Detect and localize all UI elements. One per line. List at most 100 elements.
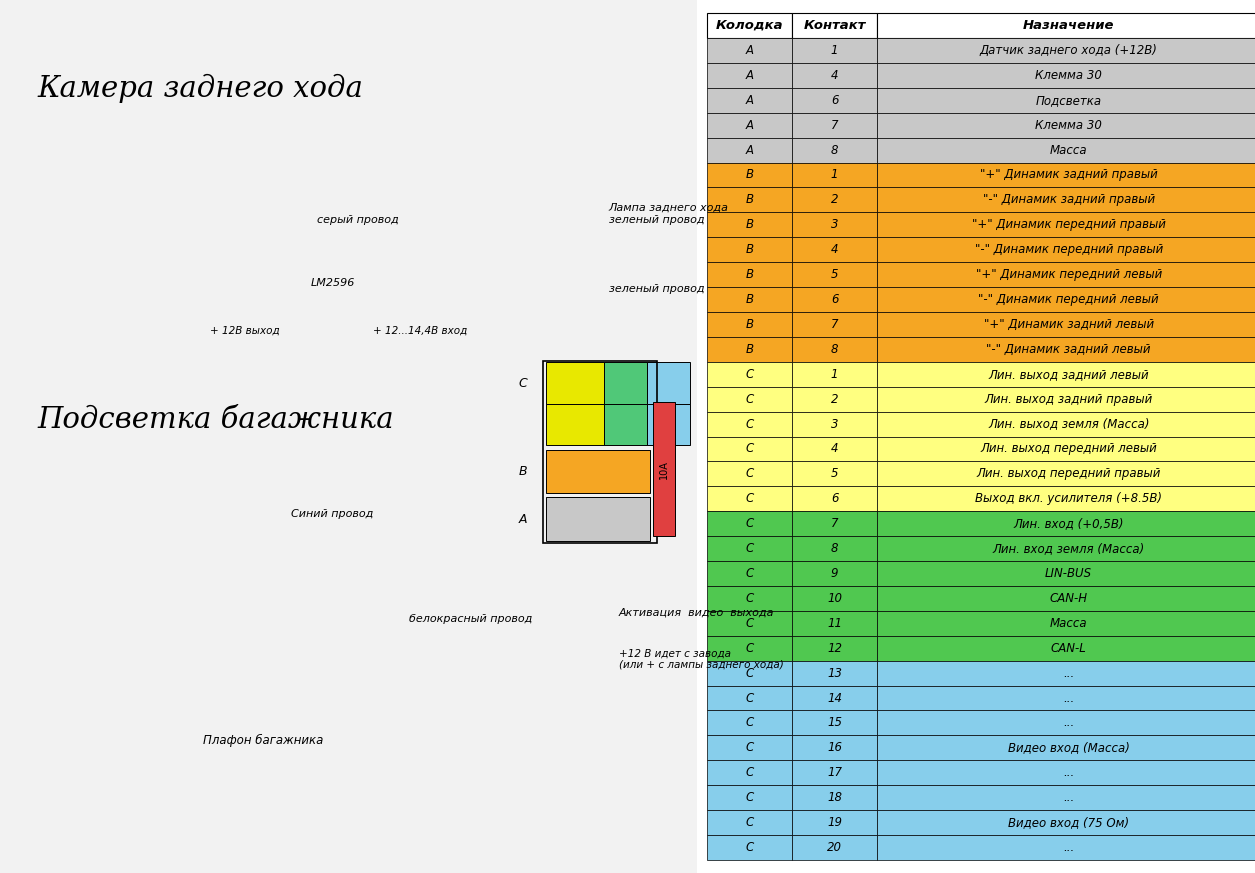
Text: Лин. выход задний левый: Лин. выход задний левый <box>989 368 1148 381</box>
Text: 16: 16 <box>827 741 842 754</box>
Bar <box>877 810 1255 835</box>
Bar <box>792 611 877 636</box>
Bar <box>792 835 877 860</box>
Bar <box>707 387 792 411</box>
Text: A: A <box>745 93 753 107</box>
Bar <box>707 436 792 462</box>
Text: Контакт: Контакт <box>803 19 866 32</box>
Text: 1: 1 <box>831 368 838 381</box>
Bar <box>604 362 648 403</box>
Bar <box>546 403 604 445</box>
Bar <box>792 760 877 785</box>
Bar <box>707 611 792 636</box>
Text: 2: 2 <box>831 194 838 206</box>
Bar <box>792 361 877 387</box>
Text: 1: 1 <box>831 44 838 57</box>
Bar <box>707 287 792 312</box>
Text: C: C <box>745 542 753 555</box>
Text: "-" Динамик передний левый: "-" Динамик передний левый <box>979 293 1158 306</box>
Text: ...: ... <box>1063 717 1074 730</box>
Bar <box>877 512 1255 536</box>
Text: 4: 4 <box>831 69 838 82</box>
Text: ...: ... <box>1063 667 1074 679</box>
Text: "-" Динамик передний правый: "-" Динамик передний правый <box>974 244 1162 256</box>
Bar <box>877 38 1255 63</box>
Bar <box>792 512 877 536</box>
Text: + 12...14,4В вход: + 12...14,4В вход <box>373 326 468 335</box>
Text: C: C <box>745 766 753 780</box>
Text: Лин. выход задний правый: Лин. выход задний правый <box>984 393 1153 406</box>
Text: B: B <box>745 268 753 281</box>
Text: +12 В идет с завода
(или + с лампы заднего хода): +12 В идет с завода (или + с лампы задне… <box>619 649 783 670</box>
Bar <box>792 63 877 88</box>
Text: C: C <box>745 443 753 456</box>
Bar <box>707 760 792 785</box>
Text: серый провод: серый провод <box>316 215 399 224</box>
Text: "+" Динамик задний левый: "+" Динамик задний левый <box>984 318 1153 331</box>
Bar <box>877 685 1255 711</box>
Text: 8: 8 <box>831 542 838 555</box>
Bar <box>792 436 877 462</box>
Text: ...: ... <box>1063 791 1074 804</box>
Bar <box>877 661 1255 685</box>
Text: Синий провод: Синий провод <box>291 509 374 519</box>
Bar <box>877 162 1255 188</box>
Bar <box>707 661 792 685</box>
Text: B: B <box>745 194 753 206</box>
Text: 7: 7 <box>831 517 838 530</box>
Text: C: C <box>745 667 753 679</box>
Text: C: C <box>745 393 753 406</box>
Bar <box>792 411 877 436</box>
Bar <box>707 835 792 860</box>
Bar <box>877 287 1255 312</box>
Bar <box>877 711 1255 735</box>
Bar <box>792 387 877 411</box>
Bar <box>707 685 792 711</box>
Text: LM2596: LM2596 <box>310 278 355 288</box>
Text: 6: 6 <box>831 93 838 107</box>
Bar <box>792 711 877 735</box>
Bar <box>653 402 675 536</box>
Text: "+" Динамик передний левый: "+" Динамик передний левый <box>975 268 1162 281</box>
Bar <box>707 486 792 512</box>
Bar <box>792 486 877 512</box>
Bar <box>546 362 604 403</box>
Bar <box>877 387 1255 411</box>
Bar <box>792 88 877 113</box>
Text: LIN-BUS: LIN-BUS <box>1045 567 1092 580</box>
Text: Лин. вход (+0,5В): Лин. вход (+0,5В) <box>1013 517 1124 530</box>
Text: C: C <box>745 417 753 430</box>
Text: 12: 12 <box>827 642 842 655</box>
Text: Лин. выход передний правый: Лин. выход передний правый <box>976 467 1161 480</box>
Text: ...: ... <box>1063 841 1074 854</box>
Text: C: C <box>745 567 753 580</box>
Bar <box>877 486 1255 512</box>
Bar <box>792 661 877 685</box>
Bar <box>792 287 877 312</box>
Text: C: C <box>745 741 753 754</box>
Text: 17: 17 <box>827 766 842 780</box>
Text: A: A <box>520 513 527 526</box>
Text: 7: 7 <box>831 318 838 331</box>
Text: Клемма 30: Клемма 30 <box>1035 69 1102 82</box>
Text: 9: 9 <box>831 567 838 580</box>
Bar <box>877 13 1255 38</box>
Bar <box>792 810 877 835</box>
Bar <box>707 63 792 88</box>
Bar <box>877 586 1255 611</box>
Text: Активация  видео  выхода: Активация видео выхода <box>619 608 774 617</box>
Bar <box>546 450 650 493</box>
Bar <box>792 237 877 262</box>
Bar <box>792 735 877 760</box>
Bar <box>648 403 690 445</box>
Bar <box>707 536 792 561</box>
Text: белокрасный провод: белокрасный провод <box>409 614 532 623</box>
Text: C: C <box>745 492 753 505</box>
Text: B: B <box>745 218 753 231</box>
Bar <box>792 636 877 661</box>
Bar <box>707 337 792 361</box>
Text: 4: 4 <box>831 244 838 256</box>
Text: Плафон багажника: Плафон багажника <box>203 733 324 746</box>
Text: C: C <box>745 717 753 730</box>
Bar <box>877 760 1255 785</box>
